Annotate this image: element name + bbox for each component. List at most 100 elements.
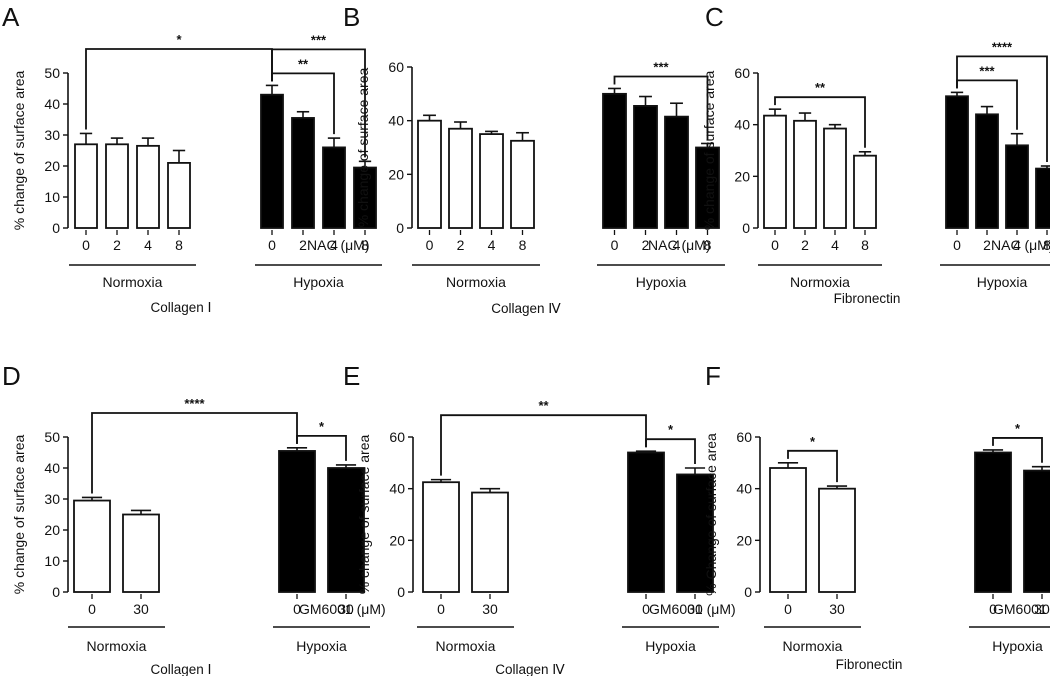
y-tick-label: 60 — [388, 59, 404, 75]
y-tick-label: 20 — [44, 522, 60, 538]
bar-normoxia — [136, 144, 160, 229]
x-tick-label: 4 — [673, 237, 681, 253]
x-tick-label: 30 — [482, 601, 498, 617]
x-tick-label: 0 — [989, 601, 997, 617]
y-axis-label: % change of surface area — [356, 435, 372, 595]
significance-bracket — [91, 412, 298, 494]
group-label: Normoxia — [436, 638, 496, 654]
x-tick-label: 0 — [293, 601, 301, 617]
significance-bracket — [774, 96, 866, 148]
x-tick-label: 30 — [829, 601, 845, 617]
y-axis-label: % change of surface area — [11, 435, 27, 595]
substrate-label: Collagen Ⅳ — [491, 301, 561, 316]
x-unit-label: NAC (μM) — [648, 237, 711, 253]
y-tick-label: 0 — [744, 584, 752, 600]
y-tick-label: 50 — [44, 65, 60, 81]
x-tick-label: 4 — [831, 237, 839, 253]
x-tick-label: 30 — [338, 601, 354, 617]
significance-label: *** — [311, 32, 327, 47]
significance-bracket — [440, 414, 647, 476]
significance-bracket — [956, 55, 1048, 162]
y-axis-label: % change of surface area — [701, 71, 717, 231]
x-unit-label: GM6001 (μM) — [649, 601, 736, 617]
panel-letter: D — [2, 361, 21, 391]
bar-normoxia — [769, 467, 807, 593]
bar-hypoxia — [291, 117, 315, 229]
x-tick-label: 0 — [426, 237, 434, 253]
bar-hypoxia — [1023, 469, 1050, 593]
y-tick-label: 30 — [44, 127, 60, 143]
x-unit-label: GM6001 (μM) — [299, 601, 386, 617]
bar-normoxia — [823, 127, 847, 229]
panel-letter: F — [705, 361, 721, 391]
bar-normoxia — [73, 499, 111, 593]
x-tick-label: 2 — [983, 237, 991, 253]
group-label: Normoxia — [783, 638, 843, 654]
bar-hypoxia — [975, 113, 999, 229]
x-tick-label: 0 — [88, 601, 96, 617]
substrate-label: Collagen Ⅰ — [150, 300, 211, 315]
y-tick-label: 30 — [44, 491, 60, 507]
bar-normoxia — [510, 139, 535, 229]
x-tick-label: 0 — [82, 237, 90, 253]
y-tick-label: 60 — [734, 65, 750, 81]
y-tick-label: 40 — [736, 481, 752, 497]
y-tick-label: 0 — [397, 584, 405, 600]
bar-normoxia — [105, 143, 129, 229]
x-tick-label: 2 — [801, 237, 809, 253]
bar-hypoxia — [327, 467, 365, 593]
panel-d: D 0 10 20 30 40 50 % change of surface area 0 30 0… — [2, 361, 386, 676]
significance-label: *** — [653, 59, 669, 74]
y-tick-label: 20 — [734, 168, 750, 184]
bar-normoxia — [167, 161, 191, 229]
x-tick-label: 0 — [771, 237, 779, 253]
x-tick-label: 8 — [519, 237, 527, 253]
panel-letter: E — [343, 361, 360, 391]
bar-normoxia — [818, 487, 856, 593]
bar-hypoxia — [353, 166, 377, 229]
significance-label: ** — [815, 80, 826, 95]
y-tick-label: 40 — [389, 481, 405, 497]
significance-label: * — [1015, 421, 1021, 436]
bar-hypoxia — [695, 146, 720, 229]
bar-hypoxia — [664, 115, 689, 229]
bar-normoxia — [853, 154, 877, 229]
group-label: Hypoxia — [992, 638, 1043, 654]
x-tick-label: 30 — [1034, 601, 1050, 617]
x-unit-label: NAC (μM) — [307, 237, 370, 253]
bar-hypoxia — [278, 450, 316, 593]
bar-hypoxia — [1005, 144, 1029, 229]
panel-letter: C — [705, 2, 724, 32]
y-tick-label: 60 — [389, 429, 405, 445]
significance-label: * — [176, 32, 182, 47]
substrate-label: Fibronectin — [836, 657, 903, 672]
panel-letter: B — [343, 2, 360, 32]
bar-hypoxia — [676, 473, 714, 593]
group-label: Hypoxia — [636, 274, 687, 290]
y-tick-label: 40 — [734, 117, 750, 133]
panel-b: B 0 20 40 60 % change of surface area 0 2 4 8 0 2 4 8… — [343, 2, 725, 316]
substrate-label: Collagen Ⅰ — [150, 662, 211, 676]
x-tick-label: 4 — [330, 237, 338, 253]
x-tick-label: 30 — [687, 601, 703, 617]
x-tick-label: 0 — [953, 237, 961, 253]
significance-bracket — [992, 437, 1043, 463]
bar-normoxia — [422, 481, 460, 593]
x-unit-label: NAC (μM) — [991, 237, 1050, 253]
bar-hypoxia — [602, 92, 627, 229]
y-tick-label: 50 — [44, 429, 60, 445]
bar-normoxia — [74, 143, 98, 229]
group-label: Normoxia — [790, 274, 850, 290]
significance-label: *** — [979, 63, 995, 78]
y-tick-label: 0 — [52, 584, 60, 600]
x-tick-label: 8 — [861, 237, 869, 253]
significance-label: * — [668, 422, 674, 437]
panel-c: C 0 20 40 60 % change of surface area 0 2 4 8 0 2 4 8… — [701, 2, 1050, 306]
substrate-label: Collagen Ⅳ — [495, 662, 565, 676]
group-label: Hypoxia — [977, 274, 1028, 290]
bar-normoxia — [793, 119, 817, 229]
x-tick-label: 2 — [299, 237, 307, 253]
